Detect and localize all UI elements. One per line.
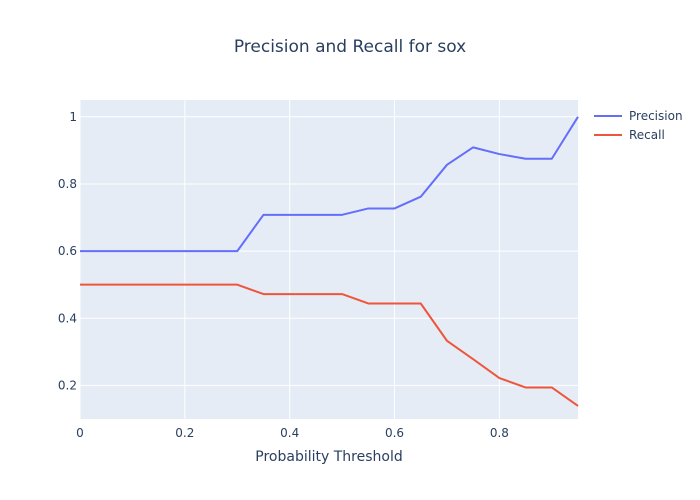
legend[interactable]: Precision Recall <box>594 109 683 142</box>
x-tick-label: 0.8 <box>490 426 509 440</box>
chart-title: Precision and Recall for sox <box>234 37 466 57</box>
y-tick-label: 1 <box>69 110 77 124</box>
y-tick-label: 0.2 <box>58 378 77 392</box>
y-tick-label: 0.8 <box>58 177 77 191</box>
x-axis-ticks: 0 0.2 0.4 0.6 0.8 <box>76 426 509 440</box>
series-lines <box>80 116 579 407</box>
legend-item-precision[interactable]: Precision <box>594 109 683 123</box>
x-tick-label: 0 <box>76 426 84 440</box>
series-line-recall <box>80 283 579 407</box>
x-axis-title: Probability Threshold <box>255 449 402 465</box>
y-axis-ticks: 0.2 0.4 0.6 0.8 1 <box>58 110 77 393</box>
plot-area <box>80 100 578 419</box>
legend-label: Recall <box>629 128 665 142</box>
x-tick-label: 0.6 <box>385 426 404 440</box>
x-tick-label: 0.4 <box>280 426 299 440</box>
x-tick-label: 0.2 <box>175 426 194 440</box>
legend-item-recall[interactable]: Recall <box>594 128 665 142</box>
y-tick-label: 0.6 <box>58 244 77 258</box>
y-tick-label: 0.4 <box>58 311 77 325</box>
legend-label: Precision <box>629 109 683 123</box>
series-line-precision <box>80 116 579 253</box>
